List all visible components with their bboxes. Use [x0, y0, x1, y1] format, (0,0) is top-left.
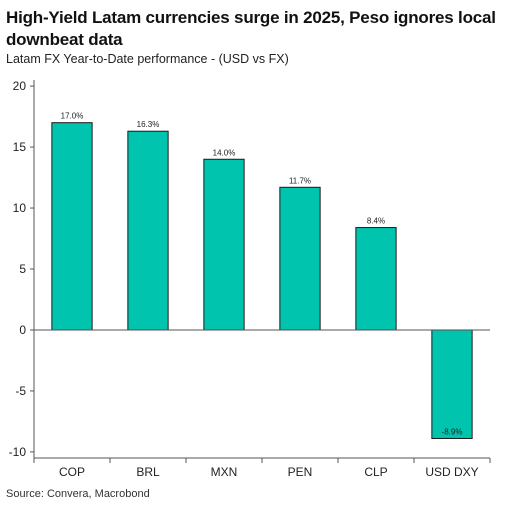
bars: 17.0% 16.3% 14.0% 11.7% 8.4% -8.9% [51, 112, 473, 439]
x-tick-label: COP [59, 465, 85, 479]
data-label: 14.0% [213, 148, 236, 157]
y-tick-label: 15 [13, 140, 27, 154]
y-tick-label: -10 [9, 445, 27, 459]
data-label: -8.9% [442, 427, 463, 436]
data-label: 11.7% [289, 176, 311, 185]
y-tick-label: -5 [15, 384, 26, 398]
y-axis: 20 15 10 5 0 -5 -10 [9, 79, 35, 459]
bar [279, 186, 321, 331]
bar [51, 122, 93, 331]
bar [431, 329, 473, 439]
source-note: Source: Convera, Macrobond [6, 488, 150, 500]
x-tick-label: PEN [288, 465, 313, 479]
y-tick-label: 20 [13, 79, 27, 93]
y-tick-label: 10 [13, 201, 27, 215]
x-tick-label: MXN [211, 465, 238, 479]
y-tick-label: 5 [19, 262, 26, 276]
data-label: 17.0% [61, 112, 84, 121]
bar [127, 130, 169, 331]
x-tick-label: CLP [364, 465, 387, 479]
bar [203, 158, 245, 331]
data-label: 8.4% [367, 217, 385, 226]
chart-title: High-Yield Latam currencies surge in 202… [6, 8, 496, 49]
bar [355, 227, 397, 331]
chart-subtitle: Latam FX Year-to-Date performance - (USD… [6, 52, 289, 66]
data-label: 16.3% [137, 120, 160, 129]
x-tick-label: USD DXY [425, 465, 478, 479]
x-axis: COP BRL MXN PEN CLP USD DXY [33, 329, 491, 479]
y-tick-label: 0 [19, 323, 26, 337]
x-tick-label: BRL [136, 465, 160, 479]
